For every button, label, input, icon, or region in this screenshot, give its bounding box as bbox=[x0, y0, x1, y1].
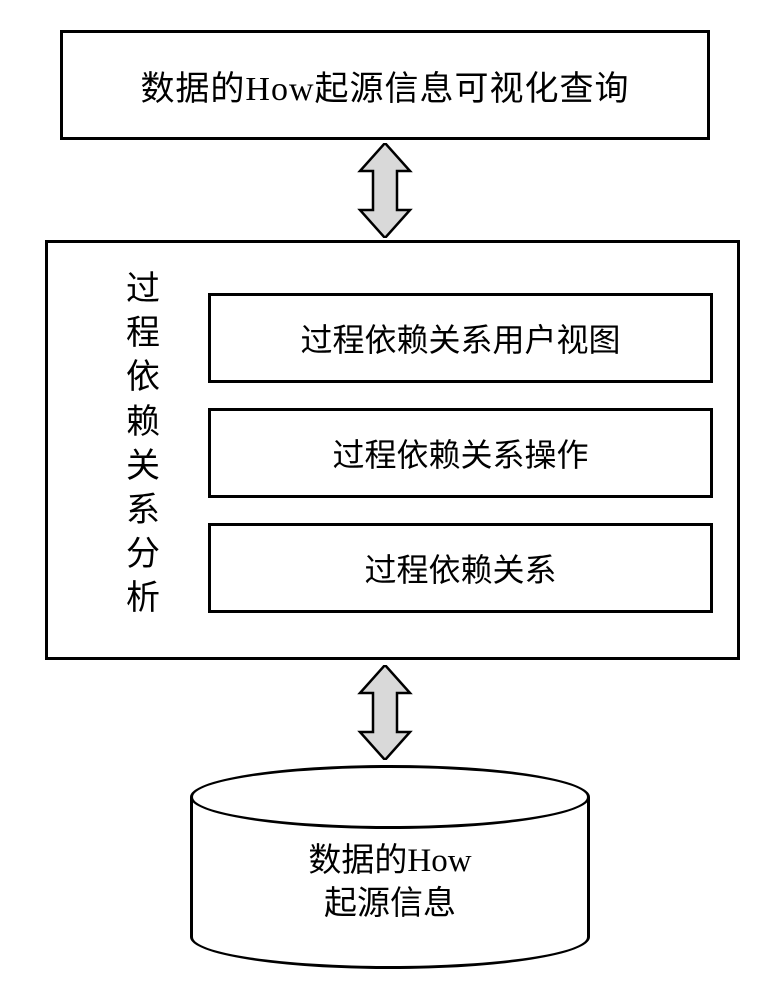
inner-box-operation: 过程依赖关系操作 bbox=[208, 408, 713, 498]
middle-box: 过程依赖关系分析 过程依赖关系用户视图 过程依赖关系操作 过程依赖关系 bbox=[45, 240, 740, 660]
double-arrow-top bbox=[355, 143, 415, 238]
top-box: 数据的How起源信息可视化查询 bbox=[60, 30, 710, 140]
cylinder-line2: 起源信息 bbox=[324, 886, 456, 922]
double-arrow-bottom bbox=[355, 665, 415, 760]
vertical-label: 过程依赖关系分析 bbox=[123, 268, 163, 622]
cylinder-top bbox=[190, 765, 590, 829]
cylinder-line1: 数据的How bbox=[308, 843, 471, 879]
cylinder-text: 数据的How 起源信息 bbox=[190, 840, 590, 926]
inner-box-3-text: 过程依赖关系 bbox=[364, 545, 556, 591]
inner-box-user-view: 过程依赖关系用户视图 bbox=[208, 293, 713, 383]
inner-box-1-text: 过程依赖关系用户视图 bbox=[300, 315, 620, 361]
cylinder: 数据的How 起源信息 bbox=[190, 765, 590, 965]
inner-box-dependency: 过程依赖关系 bbox=[208, 523, 713, 613]
inner-box-2-text: 过程依赖关系操作 bbox=[332, 430, 588, 476]
top-box-text: 数据的How起源信息可视化查询 bbox=[140, 61, 629, 110]
